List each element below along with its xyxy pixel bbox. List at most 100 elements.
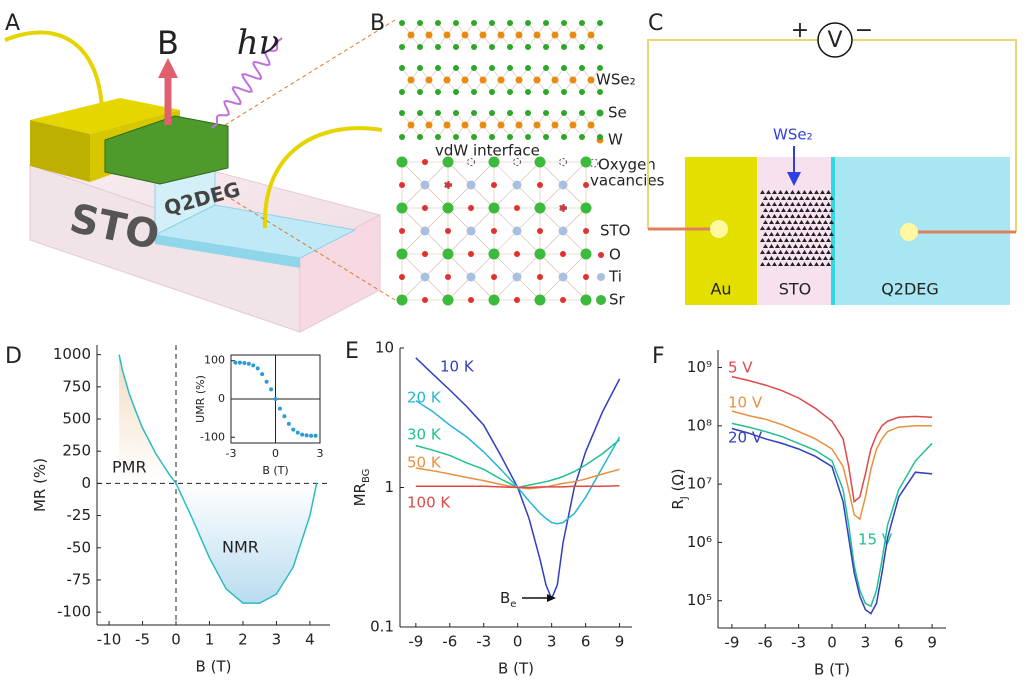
flake-cell	[793, 220, 798, 224]
y-axis-label-main: MR (%)	[31, 458, 49, 512]
flake-cell	[808, 262, 813, 266]
flake-cell	[799, 196, 804, 200]
se-atom	[453, 134, 459, 140]
se-atom	[579, 89, 585, 95]
flake-cell	[829, 220, 834, 224]
sr-atom	[534, 156, 546, 168]
w-atom	[587, 31, 595, 39]
flake-cell	[778, 262, 783, 266]
annotation-main: B	[500, 589, 510, 607]
panel-c: C V + − WSe₂ Au STO Q2DEG	[647, 11, 1017, 305]
se-atom	[579, 134, 585, 140]
au-front	[30, 120, 90, 182]
sr-atom	[488, 156, 500, 168]
sr-atom	[488, 202, 500, 214]
flake-cell	[790, 190, 795, 194]
flake-cell	[766, 214, 771, 218]
flake-cell	[811, 208, 816, 212]
se-atom	[543, 110, 549, 116]
annotation-arrowhead	[547, 594, 556, 602]
wire	[4, 30, 104, 113]
annotation: PMR	[112, 458, 147, 477]
w-atom	[479, 121, 487, 129]
x-tick-label: 1	[205, 631, 215, 649]
x-tick-label: 3	[317, 447, 324, 460]
data-point	[309, 433, 314, 438]
wse2-crystal	[104, 115, 229, 185]
flake-cell	[796, 190, 801, 194]
series-label: 50 K	[407, 454, 442, 472]
se-atom	[507, 134, 513, 140]
data-point	[282, 414, 287, 419]
se-atom	[453, 89, 459, 95]
flake-cell	[829, 232, 834, 236]
flake-cell	[763, 256, 768, 260]
se-atom	[579, 65, 585, 71]
o-atom	[514, 251, 520, 257]
w-atom	[497, 76, 505, 84]
se-atom	[471, 110, 477, 116]
series-label: 20 K	[407, 389, 442, 407]
light-wave	[211, 37, 283, 129]
se-atom	[435, 65, 441, 71]
flake-cell	[796, 262, 801, 266]
x-tick-label: -9	[408, 633, 423, 651]
x-tick-label: -9	[724, 634, 739, 652]
circuit-wire	[647, 39, 818, 229]
flake-cell	[811, 220, 816, 224]
sr-atom	[488, 248, 500, 260]
series-label: 15 V	[858, 531, 893, 549]
flake-cell	[826, 190, 831, 194]
se-atom	[597, 134, 603, 140]
se-atom	[489, 89, 495, 95]
flake-cell	[802, 226, 807, 230]
flake-cell	[796, 226, 801, 230]
w-atom	[533, 31, 541, 39]
flake-cell	[781, 244, 786, 248]
se-atom	[489, 20, 495, 26]
flake-cell	[805, 196, 810, 200]
y-tick-label: -100	[200, 430, 225, 443]
flake-cell	[778, 226, 783, 230]
se-atom	[507, 89, 513, 95]
flake-cell	[808, 190, 813, 194]
data-point	[286, 421, 291, 426]
flake-cell	[769, 256, 774, 260]
se-atom	[453, 20, 459, 26]
w-atom	[551, 31, 559, 39]
zoom-line	[224, 19, 396, 126]
o-atom	[491, 228, 497, 234]
flake-cell	[760, 238, 765, 242]
q2deg-edge	[155, 235, 300, 268]
w-atom	[407, 31, 415, 39]
w-atom	[569, 76, 577, 84]
flake-cell	[763, 244, 768, 248]
data-point	[264, 379, 269, 384]
se-atom	[471, 134, 477, 140]
data-point	[237, 360, 242, 365]
x-axis-label: B (T)	[814, 661, 850, 679]
flake-cell	[829, 244, 834, 248]
o-atom	[583, 182, 589, 188]
flake-cell	[787, 232, 792, 236]
flake-cell	[793, 196, 798, 200]
panel-b: B WSe₂ Se W vdW interface Oxygen vacanci…	[370, 11, 665, 309]
se-atom	[597, 20, 603, 26]
x-tick-label: 0	[827, 634, 837, 652]
flake-arrowhead	[787, 172, 801, 186]
flake-cell	[790, 202, 795, 206]
flake-cell	[769, 232, 774, 236]
se-atom	[417, 134, 423, 140]
o-atom	[514, 205, 520, 211]
w-atom	[551, 76, 559, 84]
flake-cell	[784, 250, 789, 254]
y-axis-label-unit: (Ω)	[669, 468, 687, 496]
flake-cell	[769, 208, 774, 212]
x-tick-label: 9	[927, 634, 937, 652]
flake-cell	[781, 208, 786, 212]
contact-dot	[900, 223, 918, 241]
y-tick-label: 10⁷	[687, 475, 712, 493]
flake-cell	[763, 220, 768, 224]
flake-label: WSe₂	[773, 126, 813, 144]
se-atom	[399, 134, 405, 140]
